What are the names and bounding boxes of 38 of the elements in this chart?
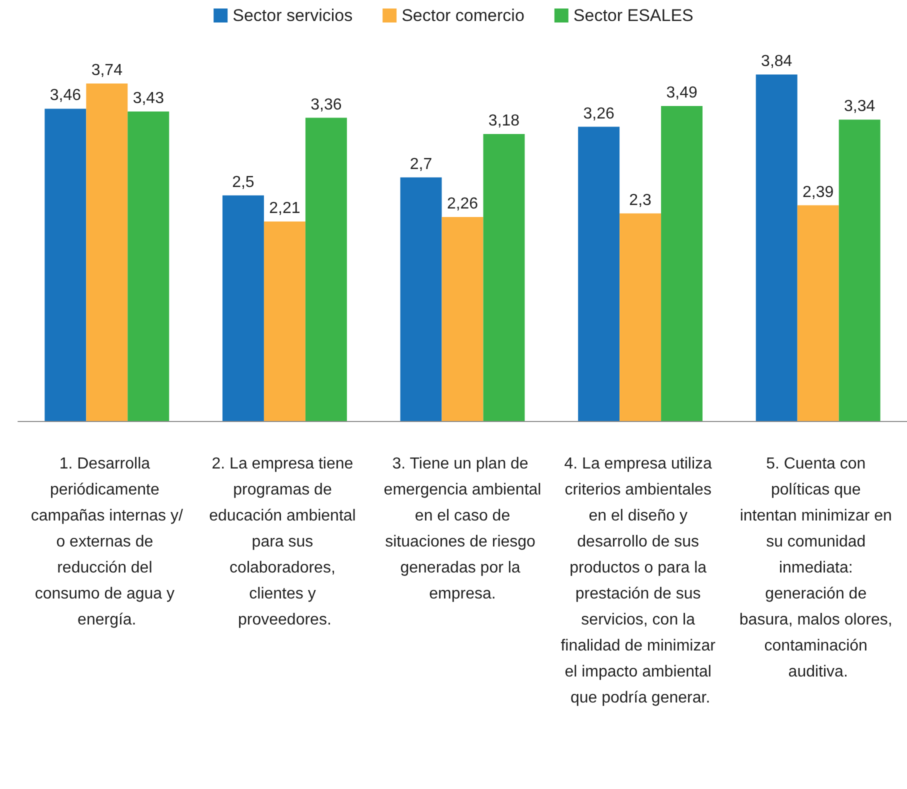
data-label: 2,5 [232,174,254,191]
bar [442,217,484,421]
bar [620,213,662,421]
data-label: 2,3 [629,192,652,209]
x-tick-label: 1. Desarrolla periódicamente campañas internas y/o externas de reducción del consumo de agua y energía. [30,456,184,628]
data-label: 3,46 [50,87,82,104]
bar [44,108,86,421]
data-label: 2,26 [446,196,478,213]
data-label: 3,36 [310,96,342,114]
bar [305,118,347,421]
data-label: 3,26 [583,105,614,122]
data-label: 3,43 [132,90,164,107]
bar [128,111,170,421]
data-label: 3,34 [844,98,876,116]
bar [661,106,703,421]
data-label: 2,7 [410,156,432,173]
data-label: 3,18 [488,112,520,130]
data-label: 3,49 [666,84,698,102]
x-tick-label: 2. La empresa tiene programas de educación ambiental para sus colaboradores, clientes y proveedores. [209,456,360,628]
bar [400,177,442,421]
legend-label: Sector ESALES [573,6,694,25]
data-label: 2,39 [802,184,834,201]
bar [838,120,880,421]
category-label: 4. La empresa utiliza criterios ambientales en el diseño y desarrollo de sus productos o para la prestación de sus servicios, con la finalidad de minimizar el impacto ambiental que podría generar. [560,456,716,706]
bar [222,195,264,421]
legend-label: Sector servicios [232,6,353,25]
bar [756,74,798,421]
category-label: 5. Cuenta con políticas que intentan minimizar en su comunidad inmediata: generación de basura, malos olores, contaminación auditiva. [739,456,892,680]
data-label: 3,74 [91,62,123,79]
bar [483,134,525,421]
bar [578,126,620,421]
data-label: 2,21 [269,200,300,218]
legend-label: Sector comercio [402,6,524,25]
data-label: 3,84 [761,52,792,70]
x-tick-label: 3. Tiene un plan de emergencia ambiental en el caso de situaciones de riesgo generadas por la empresa. [384,456,542,602]
bar [264,222,306,421]
bar [797,205,839,421]
bar [86,83,128,421]
